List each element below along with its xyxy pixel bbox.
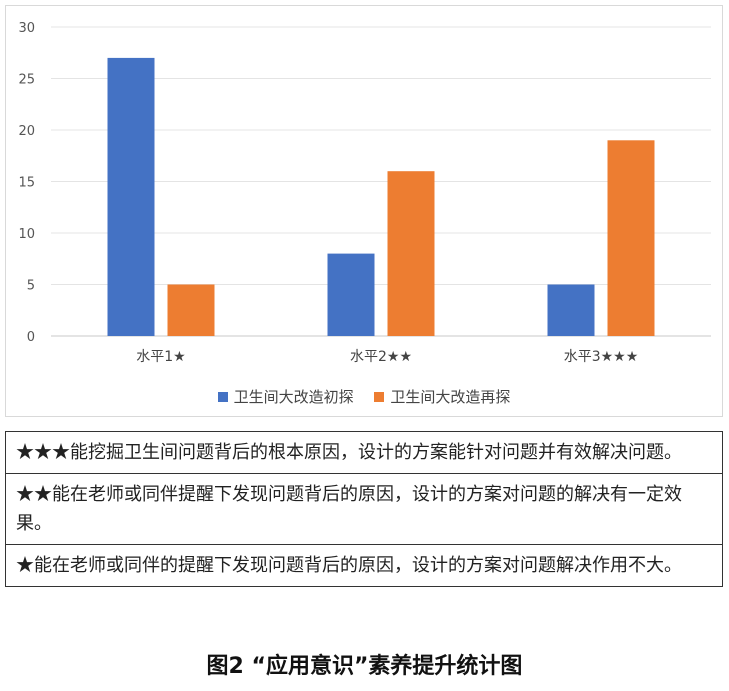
x-tick-label: 水平3★★★ — [564, 349, 639, 365]
table-row: ★能在老师或同伴的提醒下发现问题背后的原因，设计的方案对问题解决作用不大。 — [5, 544, 723, 587]
bar-chart: 0 5 10 15 20 25 30 水平1★ 水平2★★ 水平3★★★ — [18, 21, 711, 365]
y-tick-label: 20 — [18, 124, 35, 139]
legend-label-series-1: 卫生间大改造初探 — [233, 388, 354, 406]
y-tick-label: 15 — [18, 176, 35, 191]
level-3-description: ★★★能挖掘卫生间问题背后的根本原因，设计的方案能针对问题并有效解决问题。 — [5, 431, 723, 474]
table-row: ★★★能挖掘卫生间问题背后的根本原因，设计的方案能针对问题并有效解决问题。 — [5, 431, 723, 474]
bar-series-2 — [387, 171, 435, 336]
x-tick-label: 水平1★ — [136, 349, 185, 365]
y-tick-label: 30 — [18, 21, 35, 36]
chart-legend: 卫生间大改造初探 卫生间大改造再探 — [6, 386, 722, 407]
y-tick-label: 25 — [18, 73, 35, 88]
table-row: ★★能在老师或同伴提醒下发现问题背后的原因，设计的方案对问题的解决有一定效果。 — [5, 473, 723, 545]
bar-series-1 — [547, 284, 595, 336]
x-tick-label: 水平2★★ — [350, 349, 412, 365]
bar-series-1 — [107, 57, 155, 337]
bar-series-2 — [607, 140, 655, 336]
bar-series-2 — [167, 284, 215, 336]
level-1-description: ★能在老师或同伴的提醒下发现问题背后的原因，设计的方案对问题解决作用不大。 — [5, 544, 723, 587]
y-tick-label: 10 — [18, 227, 35, 242]
level-2-description: ★★能在老师或同伴提醒下发现问题背后的原因，设计的方案对问题的解决有一定效果。 — [5, 473, 723, 545]
chart-frame: 0 5 10 15 20 25 30 水平1★ 水平2★★ 水平3★★★ 卫生间大改造初探 卫生间… — [5, 5, 723, 417]
figure-caption: 图2 “应用意识”素养提升统计图 — [206, 654, 523, 679]
bar-series-1 — [327, 253, 375, 336]
legend-swatch-series-1 — [217, 391, 228, 402]
legend-item-series-2: 卫生间大改造再探 — [374, 386, 510, 407]
legend-swatch-series-2 — [374, 391, 385, 402]
legend-label-series-2: 卫生间大改造再探 — [390, 388, 511, 406]
y-tick-label: 0 — [27, 330, 35, 345]
y-tick-label: 5 — [27, 279, 35, 294]
legend-item-series-1: 卫生间大改造初探 — [217, 386, 354, 407]
level-description-table: ★★★能挖掘卫生间问题背后的根本原因，设计的方案能针对问题并有效解决问题。 ★★… — [5, 431, 723, 587]
